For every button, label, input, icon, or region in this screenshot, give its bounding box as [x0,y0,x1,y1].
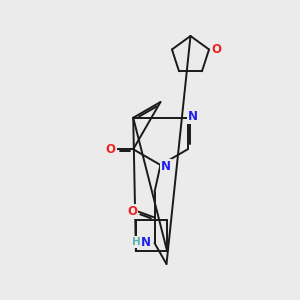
Text: H: H [132,237,141,247]
Text: O: O [212,43,221,56]
Text: N: N [160,160,171,173]
Text: N: N [140,236,151,249]
Text: O: O [127,205,137,218]
Text: O: O [106,143,116,156]
Text: N: N [188,110,198,123]
